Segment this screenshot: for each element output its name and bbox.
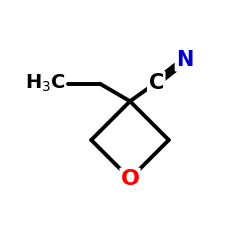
Text: O: O xyxy=(120,169,140,189)
Text: H$_3$C: H$_3$C xyxy=(26,73,66,94)
Text: C: C xyxy=(148,72,164,92)
Text: N: N xyxy=(176,50,194,70)
